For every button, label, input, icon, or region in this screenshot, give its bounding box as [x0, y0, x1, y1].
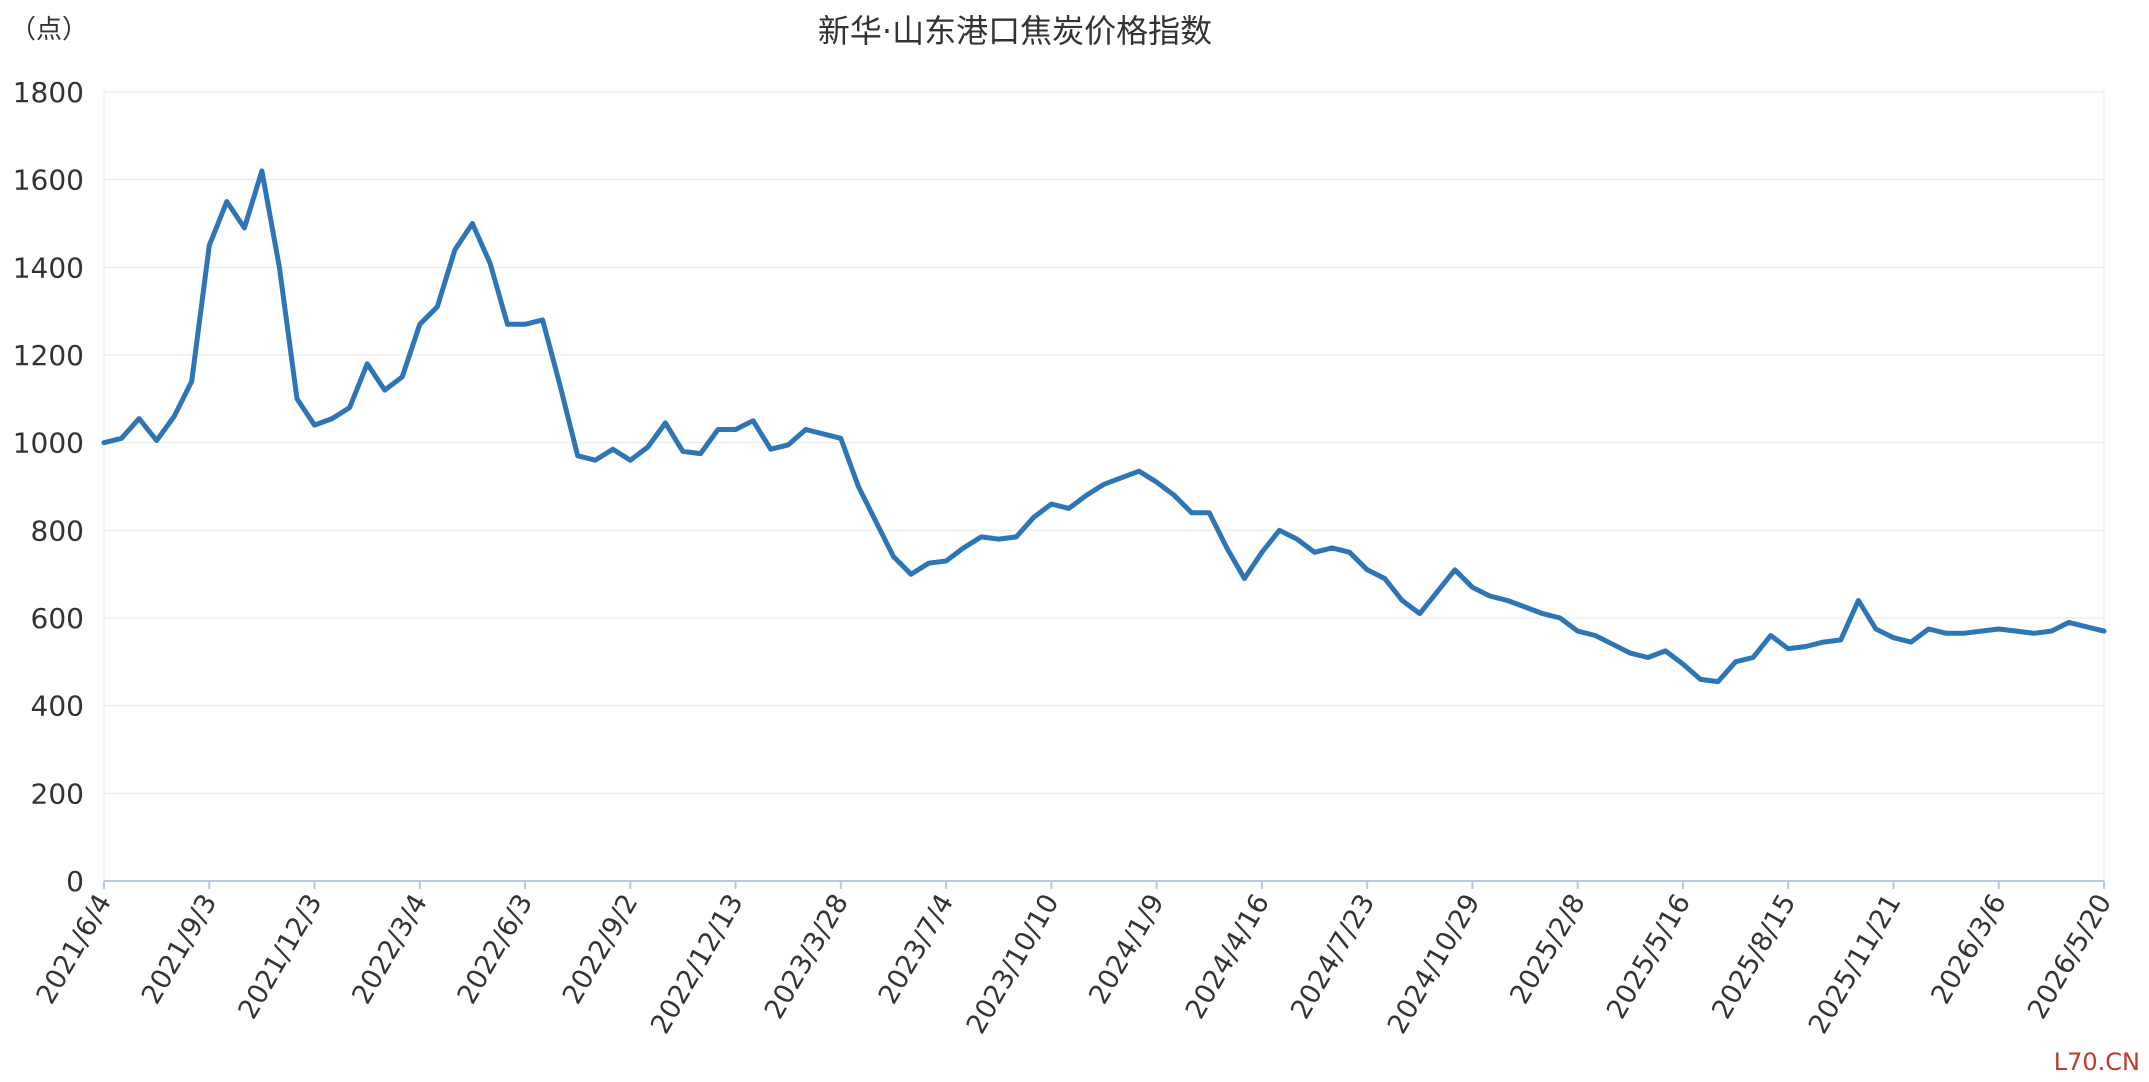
y-tick-label: 0 [66, 865, 84, 898]
x-tick-label: 2023/3/28 [759, 889, 855, 1024]
x-tick-label: 2023/7/4 [873, 889, 960, 1010]
x-tick-label: 2021/9/3 [136, 889, 223, 1010]
x-tick-label: 2025/11/21 [1803, 889, 1908, 1039]
x-tick-label: 2025/8/15 [1706, 889, 1802, 1024]
chart-title: 新华·山东港口焦炭价格指数 [818, 12, 1212, 50]
x-tick-label: 2026/5/20 [2022, 889, 2118, 1024]
y-tick-label: 1400 [13, 251, 84, 284]
y-tick-label: 200 [31, 777, 84, 810]
x-tick-label: 2024/7/23 [1285, 889, 1381, 1024]
x-tick-label: 2021/12/3 [233, 889, 329, 1024]
x-tick-label: 2022/6/3 [452, 889, 539, 1010]
data-line [101, 168, 2107, 685]
y-tick-label: 1600 [13, 164, 84, 197]
y-tick-label: 800 [31, 514, 84, 547]
y-tick-label: 400 [31, 690, 84, 723]
x-tick-label: 2026/3/6 [1925, 889, 2012, 1010]
y-tick-label: 1200 [13, 339, 84, 372]
x-tick-label: 2022/12/13 [645, 889, 750, 1039]
x-tick-label: 2024/10/29 [1382, 889, 1487, 1039]
x-tick-label: 2021/6/4 [31, 889, 118, 1010]
watermark: L70.CN [2054, 1048, 2140, 1076]
x-tick-label: 2025/2/8 [1504, 889, 1591, 1010]
y-axis-unit: （点） [10, 15, 88, 45]
x-tick-label: 2022/9/2 [557, 889, 644, 1010]
y-tick-label: 1800 [13, 76, 84, 109]
y-tick-label: 1000 [13, 427, 84, 460]
x-tick-label: 2024/1/9 [1083, 889, 1170, 1010]
x-tick-label: 2022/3/4 [346, 889, 433, 1010]
x-tick-label: 2025/5/16 [1601, 889, 1697, 1024]
x-tick-label: 2024/4/16 [1180, 889, 1276, 1024]
x-tick-label: 2023/10/10 [961, 889, 1066, 1039]
y-tick-label: 600 [31, 602, 84, 635]
